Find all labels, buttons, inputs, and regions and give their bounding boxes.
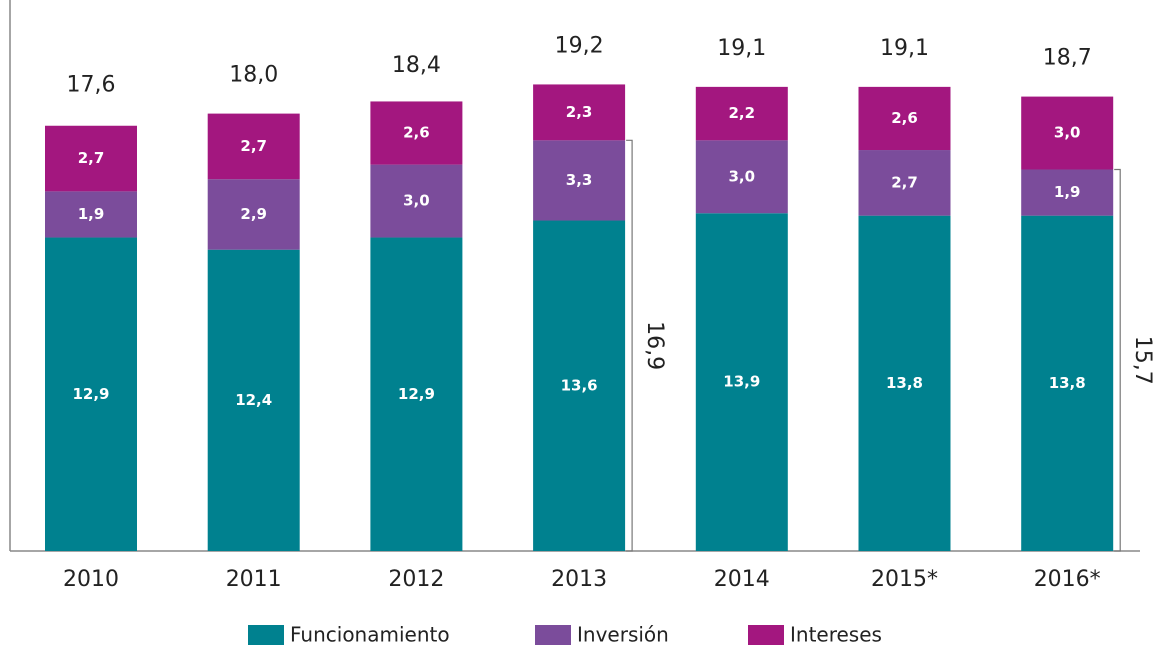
bar-segment <box>858 150 951 216</box>
total-label: 19,1 <box>717 36 766 61</box>
total-label: 19,1 <box>880 36 929 61</box>
bar-segment <box>45 191 137 238</box>
x-tick-label: 2012 <box>388 567 444 592</box>
value-label: 2,6 <box>403 124 430 142</box>
x-tick-label: 2013 <box>551 567 607 592</box>
bar-segment <box>207 113 300 180</box>
value-label: 2,7 <box>891 173 918 191</box>
bar-segment <box>533 140 626 221</box>
legend-swatch <box>248 625 284 645</box>
value-label: 3,0 <box>729 167 756 185</box>
bar-segment <box>858 86 951 151</box>
legend-swatch <box>748 625 784 645</box>
x-tick-label: 2015* <box>871 567 938 592</box>
bar-segment <box>207 179 300 250</box>
bracket <box>626 139 633 552</box>
value-label: 12,9 <box>72 385 109 403</box>
bar-segment <box>370 101 463 165</box>
total-label: 18,7 <box>1043 46 1092 71</box>
value-label: 3,0 <box>1054 124 1081 142</box>
total-label: 18,0 <box>229 63 278 88</box>
legend-label: Inversión <box>577 623 669 647</box>
value-label: 3,3 <box>566 171 593 189</box>
value-label: 3,0 <box>403 192 430 210</box>
value-label: 1,9 <box>1054 183 1081 201</box>
legend-label: Intereses <box>790 623 882 647</box>
bar-segment <box>533 220 626 551</box>
bar-segment <box>45 237 137 551</box>
x-tick-label: 2016* <box>1034 567 1101 592</box>
bar-segment <box>207 249 300 551</box>
value-label: 2,2 <box>729 104 756 122</box>
value-label: 2,6 <box>891 109 918 127</box>
bar-segment <box>533 84 626 141</box>
value-label: 13,8 <box>886 374 923 392</box>
annotation-label: 15,7 <box>1130 336 1155 385</box>
bar-segment <box>695 213 788 552</box>
total-label: 19,2 <box>555 33 604 58</box>
value-label: 2,3 <box>566 103 593 121</box>
bar-segment <box>1021 96 1114 170</box>
bar-segment <box>695 140 788 214</box>
bracket <box>1114 168 1121 552</box>
bar-segment <box>370 237 463 551</box>
x-tick-label: 2014 <box>714 567 770 592</box>
annotation-label: 16,9 <box>642 321 667 370</box>
bar-segment <box>858 215 951 551</box>
legend-swatch <box>535 625 571 645</box>
bar-segment <box>695 86 788 141</box>
value-label: 2,7 <box>240 137 267 155</box>
bar-segment <box>45 125 137 192</box>
value-label: 2,7 <box>78 149 105 167</box>
total-label: 17,6 <box>67 72 116 97</box>
legend-label: Funcionamiento <box>290 623 450 647</box>
bar-segment <box>370 164 463 238</box>
value-label: 12,9 <box>398 385 435 403</box>
value-label: 1,9 <box>78 205 105 223</box>
total-label: 18,4 <box>392 53 441 78</box>
x-tick-label: 2011 <box>226 567 282 592</box>
value-label: 2,9 <box>240 205 267 223</box>
bar-segment <box>1021 215 1114 551</box>
value-label: 13,8 <box>1049 374 1086 392</box>
value-label: 13,9 <box>723 373 760 391</box>
bar-segment <box>1021 169 1114 216</box>
value-label: 12,4 <box>235 391 272 409</box>
value-label: 13,6 <box>561 376 598 394</box>
x-tick-label: 2010 <box>63 567 119 592</box>
